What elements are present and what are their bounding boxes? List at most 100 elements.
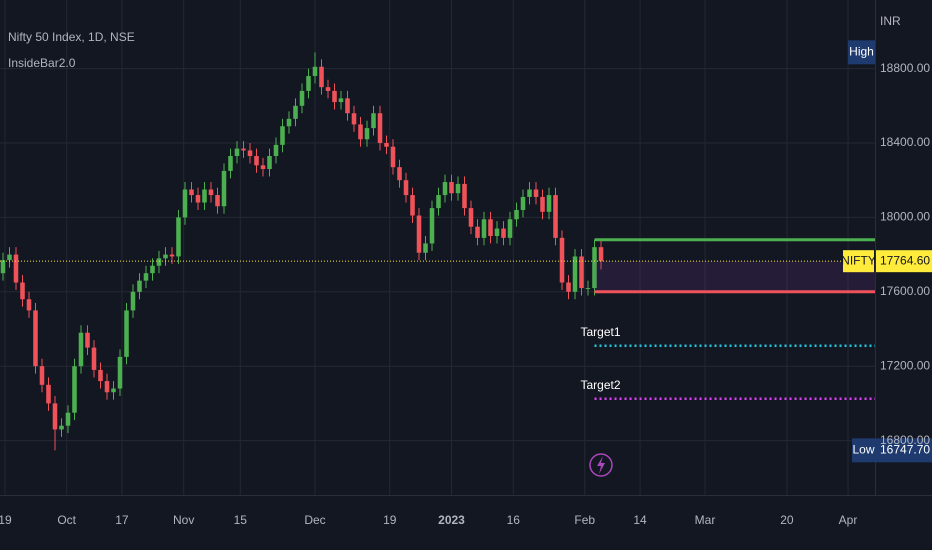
candle-body bbox=[325, 87, 331, 91]
candle-body bbox=[377, 113, 383, 143]
x-tick-label: Feb bbox=[574, 513, 595, 527]
candle-body bbox=[241, 148, 246, 151]
x-tick-label: Apr bbox=[839, 513, 858, 527]
x-tick-label: Dec bbox=[304, 513, 325, 527]
last-price-label: 17764.60 bbox=[880, 253, 930, 267]
candle-body bbox=[527, 189, 532, 197]
candle-body bbox=[13, 254, 19, 283]
symbol-label: NIFTY bbox=[841, 253, 876, 267]
candle-body bbox=[572, 256, 578, 292]
candle-body bbox=[117, 356, 123, 389]
candle-body bbox=[566, 282, 571, 292]
candle-body bbox=[462, 183, 467, 209]
candle-body bbox=[52, 403, 58, 430]
low-box bbox=[852, 438, 932, 463]
candle-body bbox=[46, 384, 51, 404]
candle-body bbox=[429, 208, 435, 244]
candle-body bbox=[533, 189, 539, 197]
candle-body bbox=[228, 156, 233, 171]
low-value: 16747.70 bbox=[880, 442, 930, 456]
candle-body bbox=[592, 247, 597, 289]
candle-body bbox=[442, 182, 448, 196]
candle-body bbox=[585, 288, 591, 290]
x-tick-label: 2023 bbox=[438, 513, 465, 527]
candle-body bbox=[299, 90, 305, 106]
candle-body bbox=[247, 150, 253, 157]
candle-body bbox=[364, 128, 370, 140]
x-tick-label: 19 bbox=[0, 513, 12, 527]
x-tick-label: 14 bbox=[633, 513, 647, 527]
x-tick-label: 17 bbox=[115, 513, 129, 527]
range-shade bbox=[594, 261, 875, 292]
candle-body bbox=[332, 90, 337, 103]
candle-body bbox=[520, 196, 526, 210]
candle-body bbox=[195, 195, 201, 203]
last-price-box bbox=[876, 250, 932, 273]
candle-body bbox=[598, 247, 604, 262]
high-label: High bbox=[849, 44, 874, 58]
y-tick-label: 17200.00 bbox=[880, 358, 930, 372]
candle-body bbox=[540, 196, 545, 212]
y-tick-label: 18000.00 bbox=[880, 210, 930, 224]
candle-body bbox=[150, 265, 155, 274]
candle-body bbox=[351, 113, 357, 125]
candle-body bbox=[280, 126, 285, 145]
lightning-icon bbox=[589, 453, 613, 477]
indicator-name: InsideBar2.0 bbox=[8, 56, 76, 70]
high-box bbox=[848, 40, 875, 65]
candle-body bbox=[163, 254, 168, 259]
candle-body bbox=[202, 189, 207, 203]
candle-body bbox=[78, 332, 84, 367]
symbol-box bbox=[843, 250, 874, 273]
candle-body bbox=[124, 310, 129, 357]
target-label: Target2 bbox=[581, 378, 621, 392]
candle-body bbox=[65, 412, 71, 426]
candle-body bbox=[20, 282, 25, 300]
candle-body bbox=[514, 209, 519, 220]
candle-body bbox=[455, 183, 461, 194]
candle-body bbox=[286, 118, 292, 127]
y-tick-label: 18800.00 bbox=[880, 61, 930, 75]
candle-body bbox=[59, 425, 64, 430]
candle-body bbox=[267, 156, 272, 170]
candle-body bbox=[410, 195, 415, 216]
candle-body bbox=[481, 219, 487, 238]
candle-body bbox=[130, 291, 136, 311]
currency: INR bbox=[880, 14, 901, 28]
x-tick-label: Oct bbox=[57, 513, 76, 527]
x-tick-label: 19 bbox=[383, 513, 397, 527]
overlay: Target1 Target2 NIFTY 17764.60 High Low 16747.… bbox=[0, 40, 932, 463]
candle-body bbox=[403, 180, 409, 196]
candle-body bbox=[72, 366, 77, 413]
y-tick-label: 18400.00 bbox=[880, 135, 930, 149]
candle-body bbox=[345, 98, 350, 114]
candle-body bbox=[293, 105, 298, 119]
candle-body bbox=[436, 195, 441, 209]
candle-body bbox=[26, 299, 32, 311]
y-tick-label: 17600.00 bbox=[880, 284, 930, 298]
plot bbox=[0, 52, 604, 451]
candle-body bbox=[358, 124, 363, 140]
candle-body bbox=[234, 148, 240, 157]
candle-body bbox=[507, 219, 513, 238]
candle-body bbox=[260, 165, 266, 170]
candle-body bbox=[156, 258, 162, 266]
candle-body bbox=[85, 332, 90, 348]
candle-body bbox=[208, 189, 214, 196]
x-tick-label: 16 bbox=[507, 513, 521, 527]
candle-body bbox=[397, 167, 402, 181]
candle-body bbox=[7, 254, 12, 261]
candle-body bbox=[306, 76, 311, 91]
candle-body bbox=[390, 146, 396, 168]
candle-body bbox=[371, 113, 376, 129]
candle-body bbox=[423, 243, 428, 253]
grid bbox=[0, 0, 875, 495]
candle-body bbox=[221, 170, 227, 207]
candle-body bbox=[312, 66, 318, 77]
candle-body bbox=[488, 219, 493, 236]
candle-body bbox=[0, 260, 6, 274]
target-label: Target1 bbox=[581, 325, 621, 339]
candle-body bbox=[546, 195, 552, 212]
